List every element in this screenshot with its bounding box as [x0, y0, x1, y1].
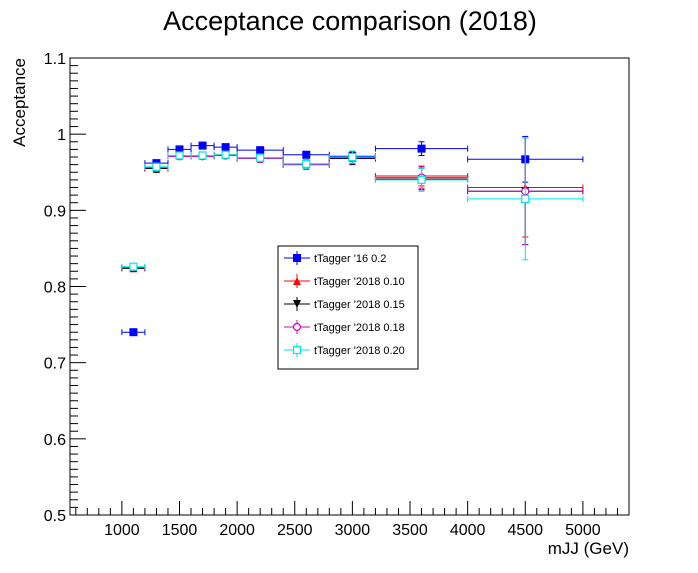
legend-entry: tTagger '2018 0.15	[284, 297, 405, 311]
x-tick-label: 2500	[277, 522, 313, 539]
data-point	[129, 262, 138, 271]
data-point	[521, 194, 530, 204]
data-point	[221, 150, 230, 159]
data-point	[129, 328, 138, 337]
legend-label: tTagger '2018 0.15	[314, 299, 405, 311]
legend-entry: tTagger '16 0.2	[284, 251, 386, 265]
series-5	[121, 137, 584, 271]
legend-marker	[293, 300, 301, 308]
legend-marker	[292, 322, 302, 332]
data-point	[175, 145, 184, 154]
legend-label: tTagger '2018 0.18	[314, 322, 405, 334]
x-tick-label: 5000	[565, 522, 601, 539]
data-point	[417, 144, 426, 153]
data-point	[175, 151, 184, 160]
legend-label: tTagger '2018 0.20	[314, 345, 405, 357]
legend: tTagger '16 0.2 tTagger '2018 0.10 tTagger…	[277, 245, 419, 370]
x-tick-label: 4000	[450, 522, 486, 539]
legend-entry: tTagger '2018 0.10	[284, 274, 405, 288]
y-tick-label: 0.8	[44, 280, 66, 297]
data-point	[256, 146, 265, 155]
y-tick-label: 0.5	[44, 508, 66, 525]
legend-entry: tTagger '2018 0.18	[284, 320, 405, 334]
data-point	[256, 153, 265, 162]
y-axis-label: Acceptance	[10, 58, 29, 147]
legend-entry: tTagger '2018 0.20	[284, 343, 405, 357]
legend-marker	[293, 277, 301, 285]
x-axis-label: mJJ (GeV)	[548, 539, 629, 558]
data-point	[302, 159, 311, 168]
x-tick-label: 3000	[335, 522, 371, 539]
legend-marker	[292, 345, 302, 355]
x-tick-label: 4500	[507, 522, 543, 539]
x-tick-label: 1500	[162, 522, 198, 539]
data-point	[198, 151, 207, 160]
data-point	[198, 141, 207, 150]
legend-box	[277, 245, 419, 370]
y-tick-label: 0.6	[44, 432, 66, 449]
data-point	[221, 143, 230, 152]
data-point	[348, 152, 357, 162]
x-tick-label: 2000	[219, 522, 255, 539]
axes: 1000 1500 2000 2500 3000 3500 4000 4500 5000 0.5 0…	[44, 51, 630, 539]
chart-title: Acceptance comparison (2018)	[163, 6, 537, 36]
series-layer	[121, 135, 584, 337]
data-point	[152, 162, 161, 172]
y-tick-label: 0.7	[44, 356, 66, 373]
legend-label: tTagger '2018 0.10	[314, 276, 405, 288]
y-tick-label: 1	[57, 127, 66, 144]
data-point	[302, 150, 311, 159]
x-tick-label: 3500	[392, 522, 428, 539]
y-tick-label: 1.1	[44, 51, 66, 68]
y-tick-label: 0.9	[44, 203, 66, 220]
data-point	[417, 175, 426, 184]
x-tick-label: 1000	[104, 522, 140, 539]
legend-marker	[293, 254, 301, 262]
legend-label: tTagger '16 0.2	[314, 253, 386, 265]
